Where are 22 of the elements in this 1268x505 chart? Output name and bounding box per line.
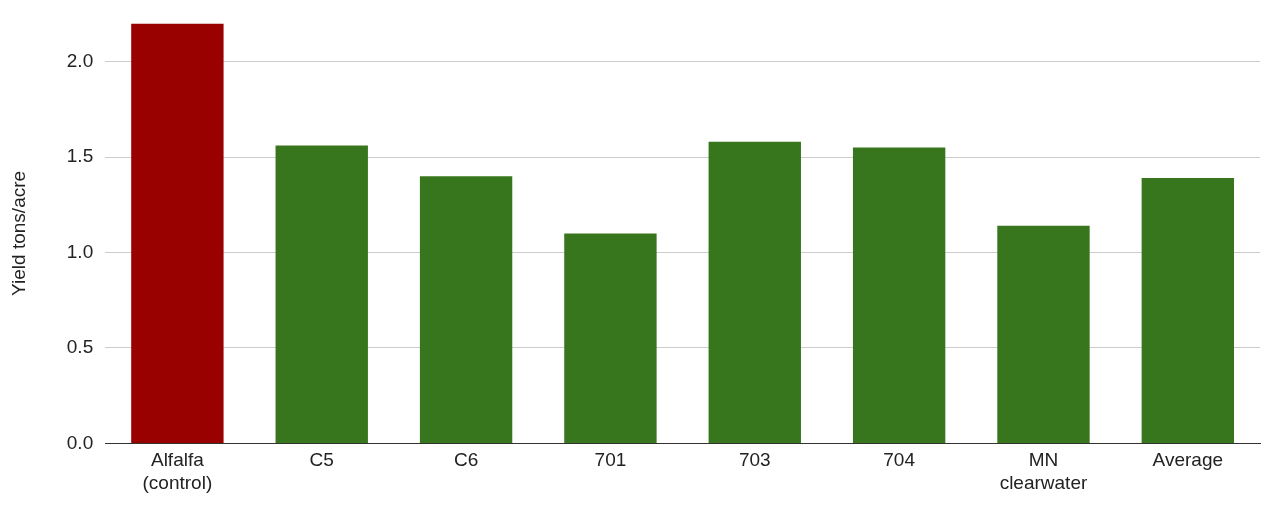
x-tick-label: Alfalfa (control) [142,449,213,493]
y-tick-label: 1.0 [66,240,94,262]
bar [419,176,513,443]
bar [997,225,1090,443]
bar [131,23,224,443]
x-tick-label: C5 [309,449,334,471]
y-tick-label: 0.5 [66,336,94,358]
y-tick-label: 0.0 [66,431,94,453]
x-tick-label: MN clearwater [999,449,1088,493]
bar [708,141,801,443]
bar [852,147,946,443]
x-tick-label: 701 [594,449,627,471]
y-axis-title: Yield tons/acre [7,170,29,296]
x-tick-label: Average [1152,449,1224,471]
y-tick-label: 1.5 [66,145,94,167]
bar [564,233,657,443]
bar [1141,178,1235,443]
x-tick-label: C6 [453,449,479,471]
y-tick-label: 2.0 [66,49,94,71]
x-tick-label: 704 [883,449,916,471]
bar [275,145,368,443]
x-tick-label: 703 [738,449,771,471]
